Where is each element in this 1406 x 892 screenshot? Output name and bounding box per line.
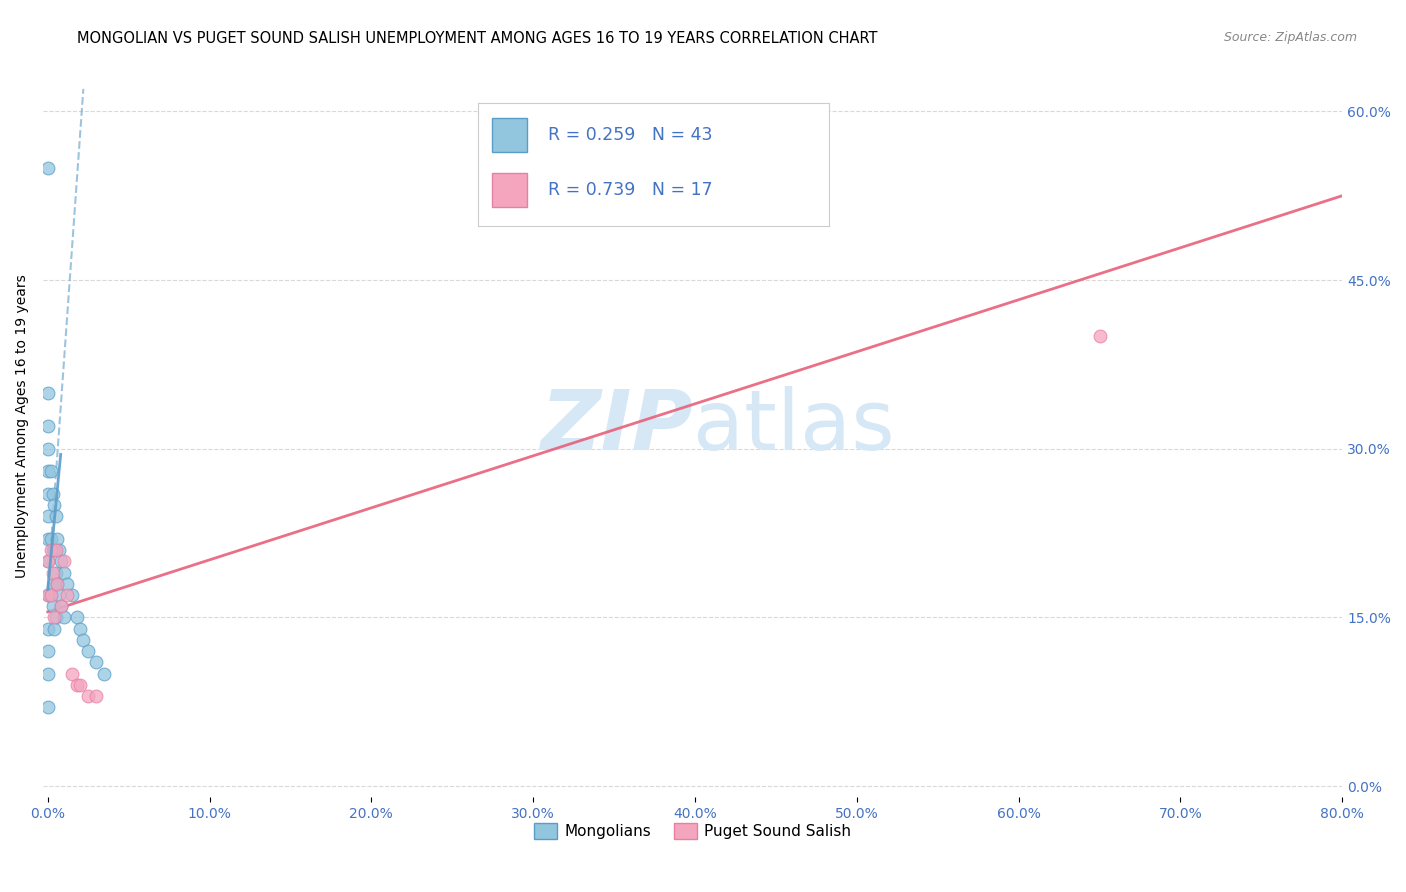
Text: Source: ZipAtlas.com: Source: ZipAtlas.com [1223,31,1357,45]
Point [41,487,63,501]
Point [93,666,115,681]
Point [37,442,59,456]
Point [46,532,69,546]
Point [84,656,107,670]
Point [1088,329,1111,343]
Point [37,588,59,602]
Point [49,599,72,614]
Text: atlas: atlas [693,386,894,467]
Point [39,588,62,602]
Point [52,566,75,580]
Point [37,532,59,546]
Point [37,161,59,175]
Point [52,610,75,624]
Point [37,419,59,434]
Point [84,690,107,704]
Point [56,576,79,591]
Point [39,588,62,602]
Point [39,543,62,558]
Point [49,599,72,614]
Y-axis label: Unemployment Among Ages 16 to 19 years: Unemployment Among Ages 16 to 19 years [15,275,30,578]
Point [44,498,66,512]
Point [45,543,67,558]
Point [37,464,59,478]
Point [72,632,94,647]
Point [60,588,83,602]
Point [45,566,67,580]
Point [66,678,89,692]
Point [39,532,62,546]
Point [46,576,69,591]
Point [37,487,59,501]
Point [48,543,70,558]
Point [77,690,100,704]
Point [52,554,75,568]
Text: ZIP: ZIP [540,386,693,467]
Point [69,678,91,692]
Legend: Mongolians, Puget Sound Salish: Mongolians, Puget Sound Salish [527,817,858,846]
Point [37,700,59,714]
Point [45,610,67,624]
Point [66,610,89,624]
Point [37,588,59,602]
Point [37,554,59,568]
Point [45,509,67,524]
Point [37,644,59,658]
Point [44,576,66,591]
Point [37,385,59,400]
Point [49,554,72,568]
Point [41,599,63,614]
Point [39,464,62,478]
Point [46,576,69,591]
Point [37,554,59,568]
Point [37,622,59,636]
Point [37,666,59,681]
Point [56,588,79,602]
Point [69,622,91,636]
Point [60,666,83,681]
Text: MONGOLIAN VS PUGET SOUND SALISH UNEMPLOYMENT AMONG AGES 16 TO 19 YEARS CORRELATI: MONGOLIAN VS PUGET SOUND SALISH UNEMPLOY… [77,31,877,46]
Point [37,509,59,524]
Point [44,610,66,624]
Point [44,622,66,636]
Point [44,543,66,558]
Point [41,543,63,558]
Point [48,588,70,602]
Point [77,644,100,658]
Point [41,566,63,580]
